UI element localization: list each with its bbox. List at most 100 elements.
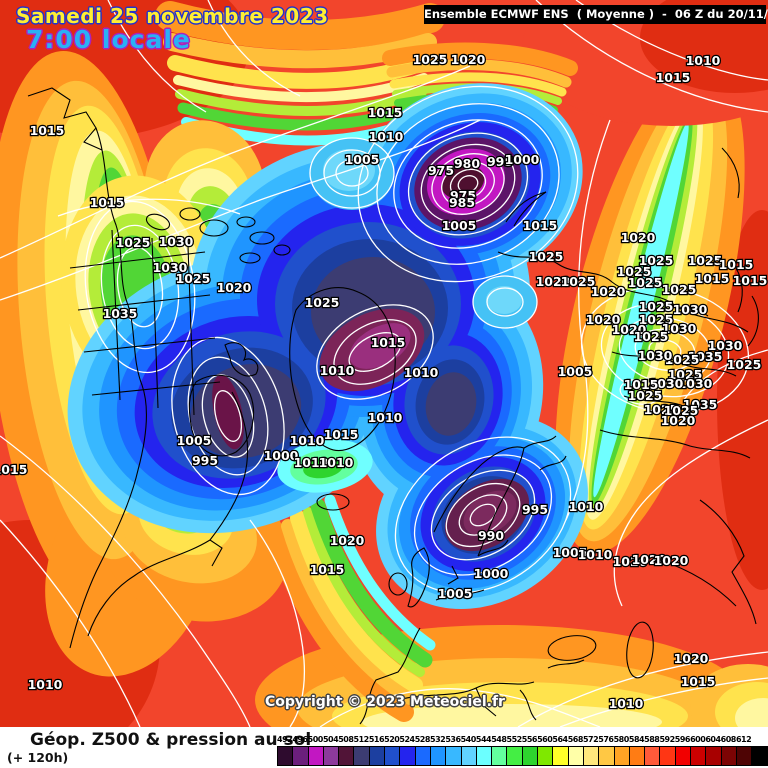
colorbar-swatch	[430, 747, 447, 765]
pressure-label: 1030	[673, 302, 708, 317]
pressure-label: 1010	[569, 499, 604, 514]
pressure-label: 995	[522, 502, 548, 517]
colorbar-tick-label: 512	[353, 735, 370, 744]
pressure-label: 1010	[404, 365, 439, 380]
pressure-label: 1025	[305, 295, 340, 310]
colorbar-tick-label: 556	[521, 735, 538, 744]
colorbar-swatch	[675, 747, 692, 765]
pressure-label: 1010	[28, 677, 63, 692]
pressure-label: 1030	[649, 376, 684, 391]
pressure-label: 1015	[681, 674, 716, 689]
legend-footer: Géop. Z500 & pression au sol (+ 120h) 49…	[0, 727, 768, 768]
pressure-label: 1035	[683, 397, 718, 412]
pressure-label: 1015	[733, 273, 768, 288]
pressure-label: 1010	[368, 410, 403, 425]
colorbar-tick-label: 532	[430, 735, 446, 744]
isobars	[0, 0, 768, 727]
pressure-label: 1000	[474, 566, 509, 581]
pressure-label: 1025	[176, 271, 211, 286]
colorbar-swatch	[492, 747, 508, 765]
colorbar-labels: 492 496 500 504 508 512 516 520 524 528 532 536 540 5…	[277, 735, 768, 745]
colorbar-tick-label: 564	[552, 735, 568, 744]
pressure-label: 1020	[330, 533, 365, 548]
colorbar-swatch	[323, 747, 340, 765]
pressure-label: 1010	[686, 53, 721, 68]
pressure-label: 1025	[639, 312, 674, 327]
colorbar-swatch	[369, 747, 386, 765]
colorbar-tick-label: 580	[613, 735, 630, 744]
pressure-label: 1005	[345, 152, 380, 167]
colorbar: 492 496 500 504 508 512 516 520 524 528 532 536 540 5…	[277, 735, 768, 766]
colorbar-swatch	[614, 747, 630, 765]
colorbar-tick-label: 596	[674, 735, 691, 744]
pressure-label: 1005	[438, 586, 473, 601]
colorbar-swatch	[538, 747, 554, 765]
pressure-label: 1005	[177, 433, 212, 448]
pressure-label: 995	[192, 453, 218, 468]
pressure-label: 1015	[656, 70, 691, 85]
pressure-label: 975	[428, 163, 454, 178]
pressure-label: 1025	[561, 274, 596, 289]
pressure-label: 1000	[264, 448, 299, 463]
colorbar-swatch	[339, 747, 355, 765]
pressure-label: 1010	[609, 696, 644, 711]
colorbar-swatches	[277, 746, 768, 766]
colorbar-tick-label: 540	[460, 735, 477, 744]
colorbar-swatch	[293, 747, 309, 765]
pressure-label: 1020	[613, 554, 648, 569]
colorbar-tick-label: 524	[399, 735, 415, 744]
pressure-label: 1025	[413, 52, 448, 67]
barents-cyan-patch	[473, 276, 537, 328]
pressure-label: 990	[478, 528, 504, 543]
colorbar-swatch	[446, 747, 462, 765]
pressure-label: 1025	[628, 275, 663, 290]
hudson-low-core	[212, 374, 244, 450]
date-text: Samedi 25 novembre 2023	[16, 4, 329, 28]
pressure-label: 1005	[442, 218, 477, 233]
pressure-label: 1030	[708, 338, 743, 353]
pressure-label: 1020	[632, 552, 667, 567]
colorbar-tick-label: 604	[705, 735, 721, 744]
pressure-label: 1025	[617, 264, 652, 279]
colorbar-tick-label: 588	[644, 735, 660, 744]
colorbar-tick-label: 560	[537, 735, 553, 744]
colorbar-swatch	[278, 747, 294, 765]
pressure-label: 1020	[536, 274, 571, 289]
pressure-label: 1025	[727, 357, 762, 372]
colorbar-swatch	[721, 747, 737, 765]
pressure-label: 1020	[217, 280, 252, 295]
pressure-label: 1030	[159, 234, 194, 249]
colorbar-tick-label: 552	[506, 735, 523, 744]
colorbar-swatch	[553, 747, 569, 765]
colorbar-tick-label: 520	[384, 735, 400, 744]
pressure-label: 1035	[688, 349, 723, 364]
colorbar-tick-label: 600	[690, 735, 706, 744]
pressure-label: 1010	[578, 547, 613, 562]
pressure-label: 1020	[591, 284, 626, 299]
pressure-label: 1025	[644, 402, 679, 417]
colorbar-tick-label: 592	[659, 735, 675, 744]
pressure-label: 1015	[30, 123, 65, 138]
colorbar-swatch	[354, 747, 370, 765]
colorbar-swatch	[691, 747, 707, 765]
colorbar-swatch	[461, 747, 477, 765]
pressure-label: 1025	[668, 367, 703, 382]
colorbar-swatch	[736, 747, 753, 765]
pressure-label: 1020	[654, 553, 689, 568]
pressure-label: 1010	[294, 455, 329, 470]
colorbar-swatch	[583, 747, 600, 765]
pressure-label: 975	[450, 188, 476, 203]
pressure-label: 1015	[0, 462, 27, 477]
copyright-text: Copyright © 2023 Meteociel.fr	[265, 694, 505, 710]
model-title-bar: Ensemble ECMWF ENS ( Moyenne ) - 06 Z du…	[424, 5, 768, 24]
colorbar-swatch	[645, 747, 661, 765]
colorbar-swatch	[706, 747, 722, 765]
pressure-label: 980	[454, 156, 480, 171]
pressure-label: 1000	[505, 152, 540, 167]
colorbar-tick-label: 612	[735, 735, 752, 744]
pressure-label: 1015	[523, 218, 558, 233]
pressure-label: 1020	[612, 322, 647, 337]
atlantic-warm-arcs	[266, 42, 578, 722]
colorbar-tick-label: 568	[567, 735, 584, 744]
